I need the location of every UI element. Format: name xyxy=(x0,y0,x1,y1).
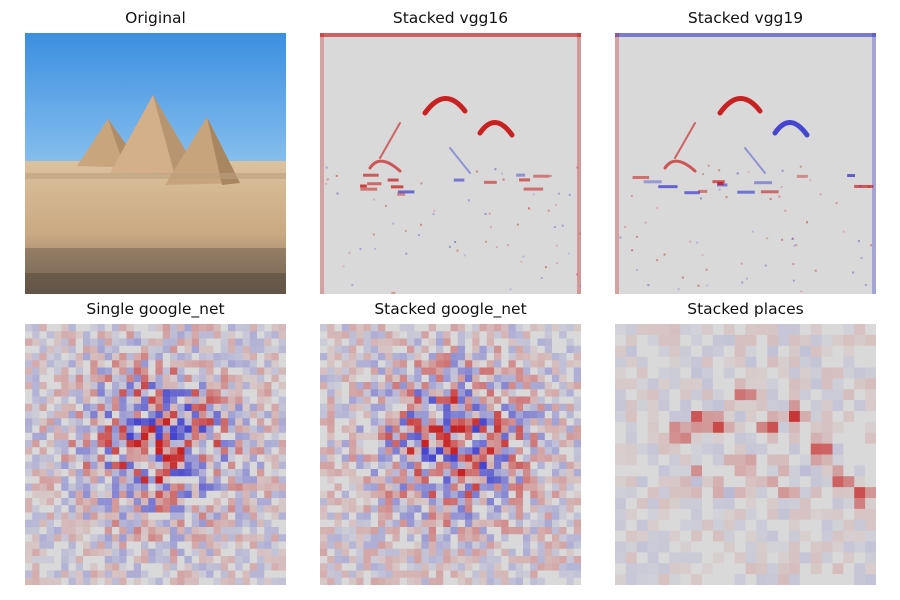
panel-single-google-net: Single google_net xyxy=(25,300,286,585)
saliency-map-single-google-net xyxy=(25,324,286,585)
panel-title: Stacked vgg19 xyxy=(687,9,804,27)
panel-vgg19: Stacked vgg19 xyxy=(615,9,876,294)
panel-title: Stacked google_net xyxy=(374,300,527,318)
panel-title: Single google_net xyxy=(86,300,225,318)
panel-vgg16: Stacked vgg16 xyxy=(320,9,581,294)
panel-title: Stacked vgg16 xyxy=(392,9,509,27)
saliency-map-stacked-google-net xyxy=(320,324,581,585)
panel-title: Stacked places xyxy=(687,300,804,318)
saliency-map-vgg19 xyxy=(615,33,876,294)
panel-original: Original xyxy=(25,9,286,294)
panel-stacked-google-net: Stacked google_net xyxy=(320,300,581,585)
panel-title: Original xyxy=(125,9,186,27)
saliency-map-vgg16 xyxy=(320,33,581,294)
original-photo xyxy=(25,33,286,294)
panel-stacked-places: Stacked places xyxy=(615,300,876,585)
saliency-map-stacked-places xyxy=(615,324,876,585)
